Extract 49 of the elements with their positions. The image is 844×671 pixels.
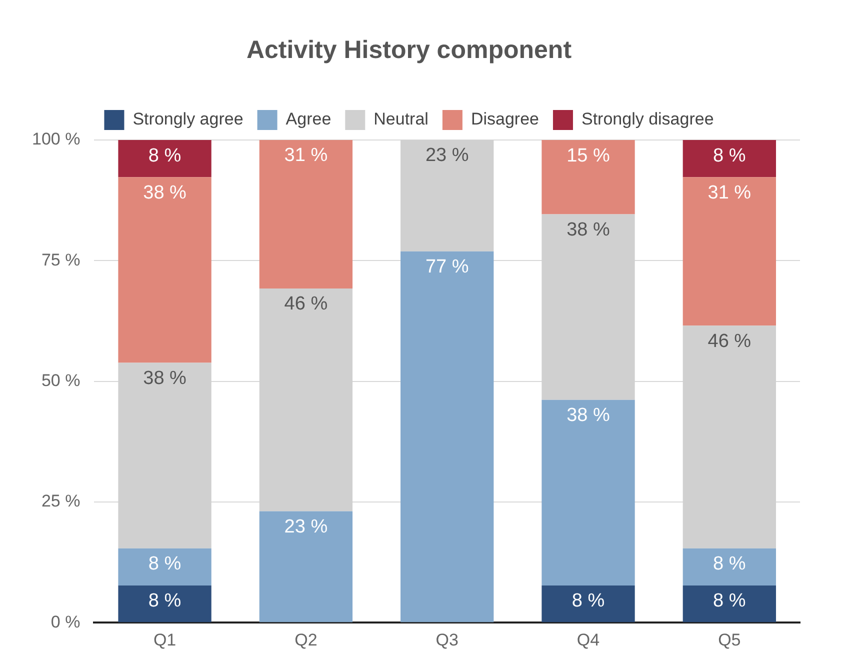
y-tick-label: 0 % (50, 612, 80, 632)
data-label: 8 % (148, 145, 182, 166)
data-label: 8 % (148, 554, 182, 575)
bar (542, 585, 635, 622)
data-label: 46 % (284, 294, 328, 315)
bar (682, 140, 776, 178)
data-label: 31 % (708, 182, 752, 204)
y-tick-label: 75 % (41, 250, 80, 270)
data-label: 15 % (566, 145, 610, 166)
bar (542, 140, 635, 214)
legend-label: Strongly disagree (581, 110, 714, 129)
data-label: 38 % (143, 182, 187, 204)
data-label: 8 % (713, 590, 746, 612)
data-label: 46 % (708, 330, 752, 352)
x-tick-label: Q5 (718, 630, 741, 650)
y-tick-label: 50 % (41, 370, 80, 390)
data-label: 23 % (284, 516, 328, 538)
bar (682, 585, 776, 622)
x-tick-label: Q4 (576, 630, 600, 650)
legend-label: Strongly agree (132, 110, 244, 129)
bar (542, 400, 635, 586)
data-label: 38 % (566, 220, 610, 241)
bar (118, 177, 212, 363)
x-tick-label: Q1 (153, 630, 176, 650)
x-tick-label: Q2 (294, 630, 318, 650)
chart-title: Activity History component (246, 36, 572, 64)
bar (400, 251, 494, 622)
data-label: 77 % (425, 256, 469, 278)
y-tick-label: 100 % (32, 130, 80, 149)
data-label: 23 % (425, 145, 469, 166)
bar (118, 548, 212, 586)
legend-label: Disagree (470, 110, 539, 129)
legend-label: Agree (286, 110, 332, 129)
data-label: 8 % (713, 554, 746, 575)
bar (118, 585, 212, 622)
bar (118, 140, 212, 178)
data-label: 38 % (566, 405, 610, 426)
bar (682, 548, 776, 586)
bar (259, 140, 353, 288)
data-label: 38 % (143, 368, 187, 390)
data-label: 8 % (572, 590, 605, 612)
data-label: 8 % (148, 590, 182, 612)
bar (259, 511, 353, 622)
y-tick-label: 25 % (41, 492, 80, 511)
data-label: 31 % (284, 145, 328, 166)
data-label: 8 % (713, 145, 746, 166)
legend-label: Neutral (374, 110, 428, 129)
bar (682, 177, 776, 326)
x-tick-label: Q3 (436, 630, 458, 650)
